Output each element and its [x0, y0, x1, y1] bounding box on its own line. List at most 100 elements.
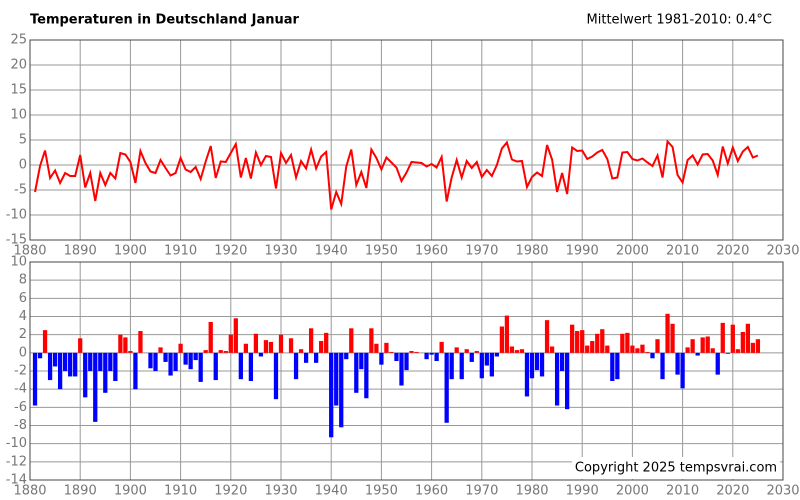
bar [595, 333, 600, 353]
x-tick-label: 2020 [716, 484, 749, 499]
bar [655, 339, 660, 353]
y-tick-label: -4 [14, 382, 27, 397]
x-tick-label: 1970 [465, 244, 498, 259]
bar [78, 338, 83, 353]
bar [735, 349, 740, 353]
bar [98, 352, 103, 371]
bar [288, 338, 294, 353]
bar [660, 352, 665, 380]
bar [263, 340, 269, 353]
x-tick-label: 1930 [264, 244, 297, 259]
bar [414, 351, 419, 353]
bar [750, 342, 756, 353]
bar [459, 352, 464, 380]
bar [158, 347, 163, 353]
bar [52, 352, 58, 367]
bar [148, 352, 153, 369]
x-tick-label: 1980 [515, 244, 548, 259]
bar [193, 352, 198, 361]
bar [42, 330, 48, 353]
bar [529, 352, 535, 379]
x-tick-label: 1990 [566, 484, 599, 499]
bar [640, 344, 645, 353]
bar [228, 334, 233, 353]
bar [509, 346, 515, 353]
bar [118, 334, 123, 353]
bar [755, 339, 761, 353]
x-tick-label: 1950 [365, 244, 398, 259]
bar [83, 352, 88, 398]
bar [108, 352, 113, 371]
bar [504, 315, 510, 353]
bar [369, 328, 374, 353]
y-tick-label: 5 [19, 133, 27, 148]
y-tick-label: 4 [19, 309, 27, 324]
bar [635, 348, 640, 353]
y-tick-label: -15 [6, 233, 27, 248]
bar [113, 352, 118, 381]
x-tick-label: 1990 [566, 244, 599, 259]
bar [474, 351, 479, 353]
bar [173, 352, 178, 371]
bar [680, 352, 685, 389]
x-tick-label: 1910 [164, 484, 197, 499]
bar [715, 352, 720, 375]
bar [354, 352, 359, 393]
bar [489, 352, 494, 377]
bar [499, 326, 505, 353]
bar [424, 352, 429, 360]
bar [32, 352, 38, 406]
bar [534, 352, 540, 371]
x-tick-label: 2020 [716, 244, 749, 259]
bar [514, 350, 520, 353]
bar [590, 341, 595, 353]
bar [273, 352, 279, 400]
chart-subtitle: Mittelwert 1981-2010: 0.4°C [587, 13, 772, 28]
y-tick-label: -12 [6, 454, 27, 469]
bar [444, 352, 449, 423]
bar [218, 350, 223, 353]
bar [725, 352, 730, 354]
bar [168, 352, 173, 376]
y-tick-label: 0 [19, 158, 27, 173]
bar [253, 333, 259, 353]
y-tick-label: -10 [6, 208, 27, 223]
bar [188, 352, 193, 370]
bar [665, 313, 670, 353]
bar [359, 352, 364, 370]
bar [464, 349, 469, 353]
y-tick-label: 20 [10, 58, 27, 73]
bar [213, 352, 218, 381]
bar [399, 352, 404, 386]
y-tick-label: 25 [10, 33, 27, 48]
x-tick-label: 2010 [666, 484, 699, 499]
x-tick-label: 1920 [214, 484, 247, 499]
bar [610, 352, 615, 381]
bar [178, 343, 183, 353]
bar [585, 345, 590, 353]
x-tick-label: 1880 [13, 244, 46, 259]
bar [404, 352, 409, 371]
bar [700, 337, 705, 353]
bar [73, 352, 78, 377]
y-tick-label: 0 [19, 345, 27, 360]
x-tick-label: 1960 [415, 244, 448, 259]
y-tick-label: 6 [19, 291, 27, 306]
bar [710, 348, 715, 353]
x-tick-label: 1880 [13, 484, 46, 499]
x-tick-label: 1970 [465, 484, 498, 499]
chart-title: Temperaturen in Deutschland Januar [30, 13, 300, 28]
bar [268, 341, 274, 353]
y-tick-label: 15 [10, 83, 27, 98]
annotation-box [572, 457, 780, 479]
x-tick-label: 1940 [315, 484, 348, 499]
x-tick-label: 1960 [415, 484, 448, 499]
bar [740, 331, 745, 353]
x-tick-label: 2000 [616, 244, 649, 259]
x-tick-label: 1980 [515, 484, 548, 499]
bar [670, 323, 675, 353]
bar [730, 324, 735, 353]
bar [695, 352, 700, 356]
bar [203, 350, 208, 353]
bar [308, 328, 314, 353]
